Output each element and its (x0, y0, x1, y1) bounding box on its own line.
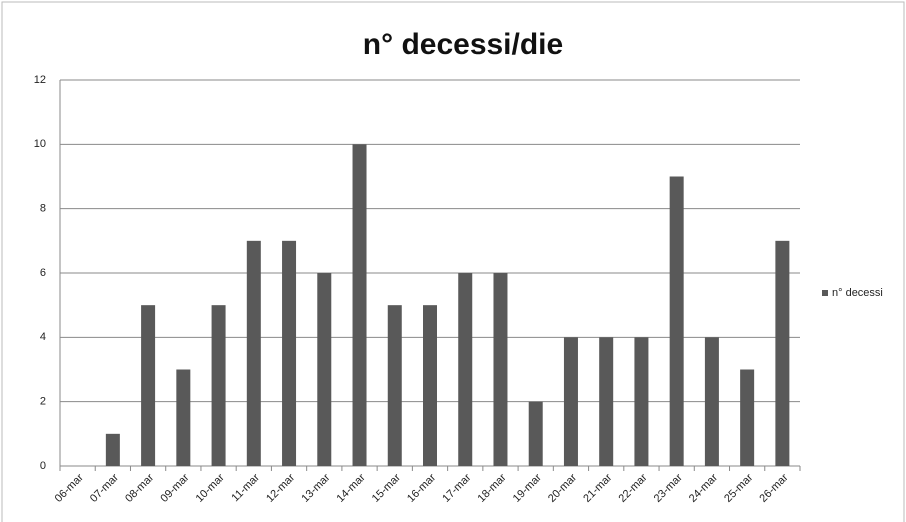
bar (352, 144, 367, 467)
bar (105, 433, 120, 466)
bar (282, 240, 297, 466)
y-tick-label: 6 (40, 267, 46, 279)
legend-swatch (822, 290, 828, 296)
bar (317, 273, 332, 466)
y-tick-label: 2 (40, 396, 46, 408)
bar (740, 369, 755, 466)
bar (563, 337, 578, 466)
y-tick-label: 8 (40, 203, 46, 215)
bar (246, 240, 261, 466)
y-tick-label: 12 (34, 74, 46, 86)
bar (704, 337, 719, 466)
bar (669, 176, 684, 466)
bar (775, 240, 790, 466)
legend-label: n° decessi (832, 287, 883, 299)
bar (599, 337, 614, 466)
bar (634, 337, 649, 466)
bar (141, 305, 156, 466)
bar (211, 305, 226, 466)
y-tick-label: 10 (34, 138, 46, 150)
y-tick-label: 4 (40, 331, 46, 343)
bar (528, 401, 543, 466)
chart-title: n° decessi/die (363, 28, 563, 61)
bar (458, 273, 473, 466)
bar (176, 369, 191, 466)
bar (387, 305, 402, 466)
bar (493, 273, 508, 466)
bar (423, 305, 437, 466)
y-tick-label: 0 (40, 460, 46, 472)
